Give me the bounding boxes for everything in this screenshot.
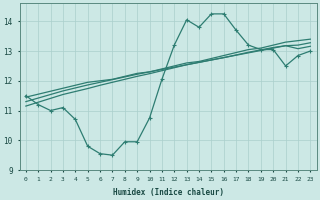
- X-axis label: Humidex (Indice chaleur): Humidex (Indice chaleur): [113, 188, 224, 197]
